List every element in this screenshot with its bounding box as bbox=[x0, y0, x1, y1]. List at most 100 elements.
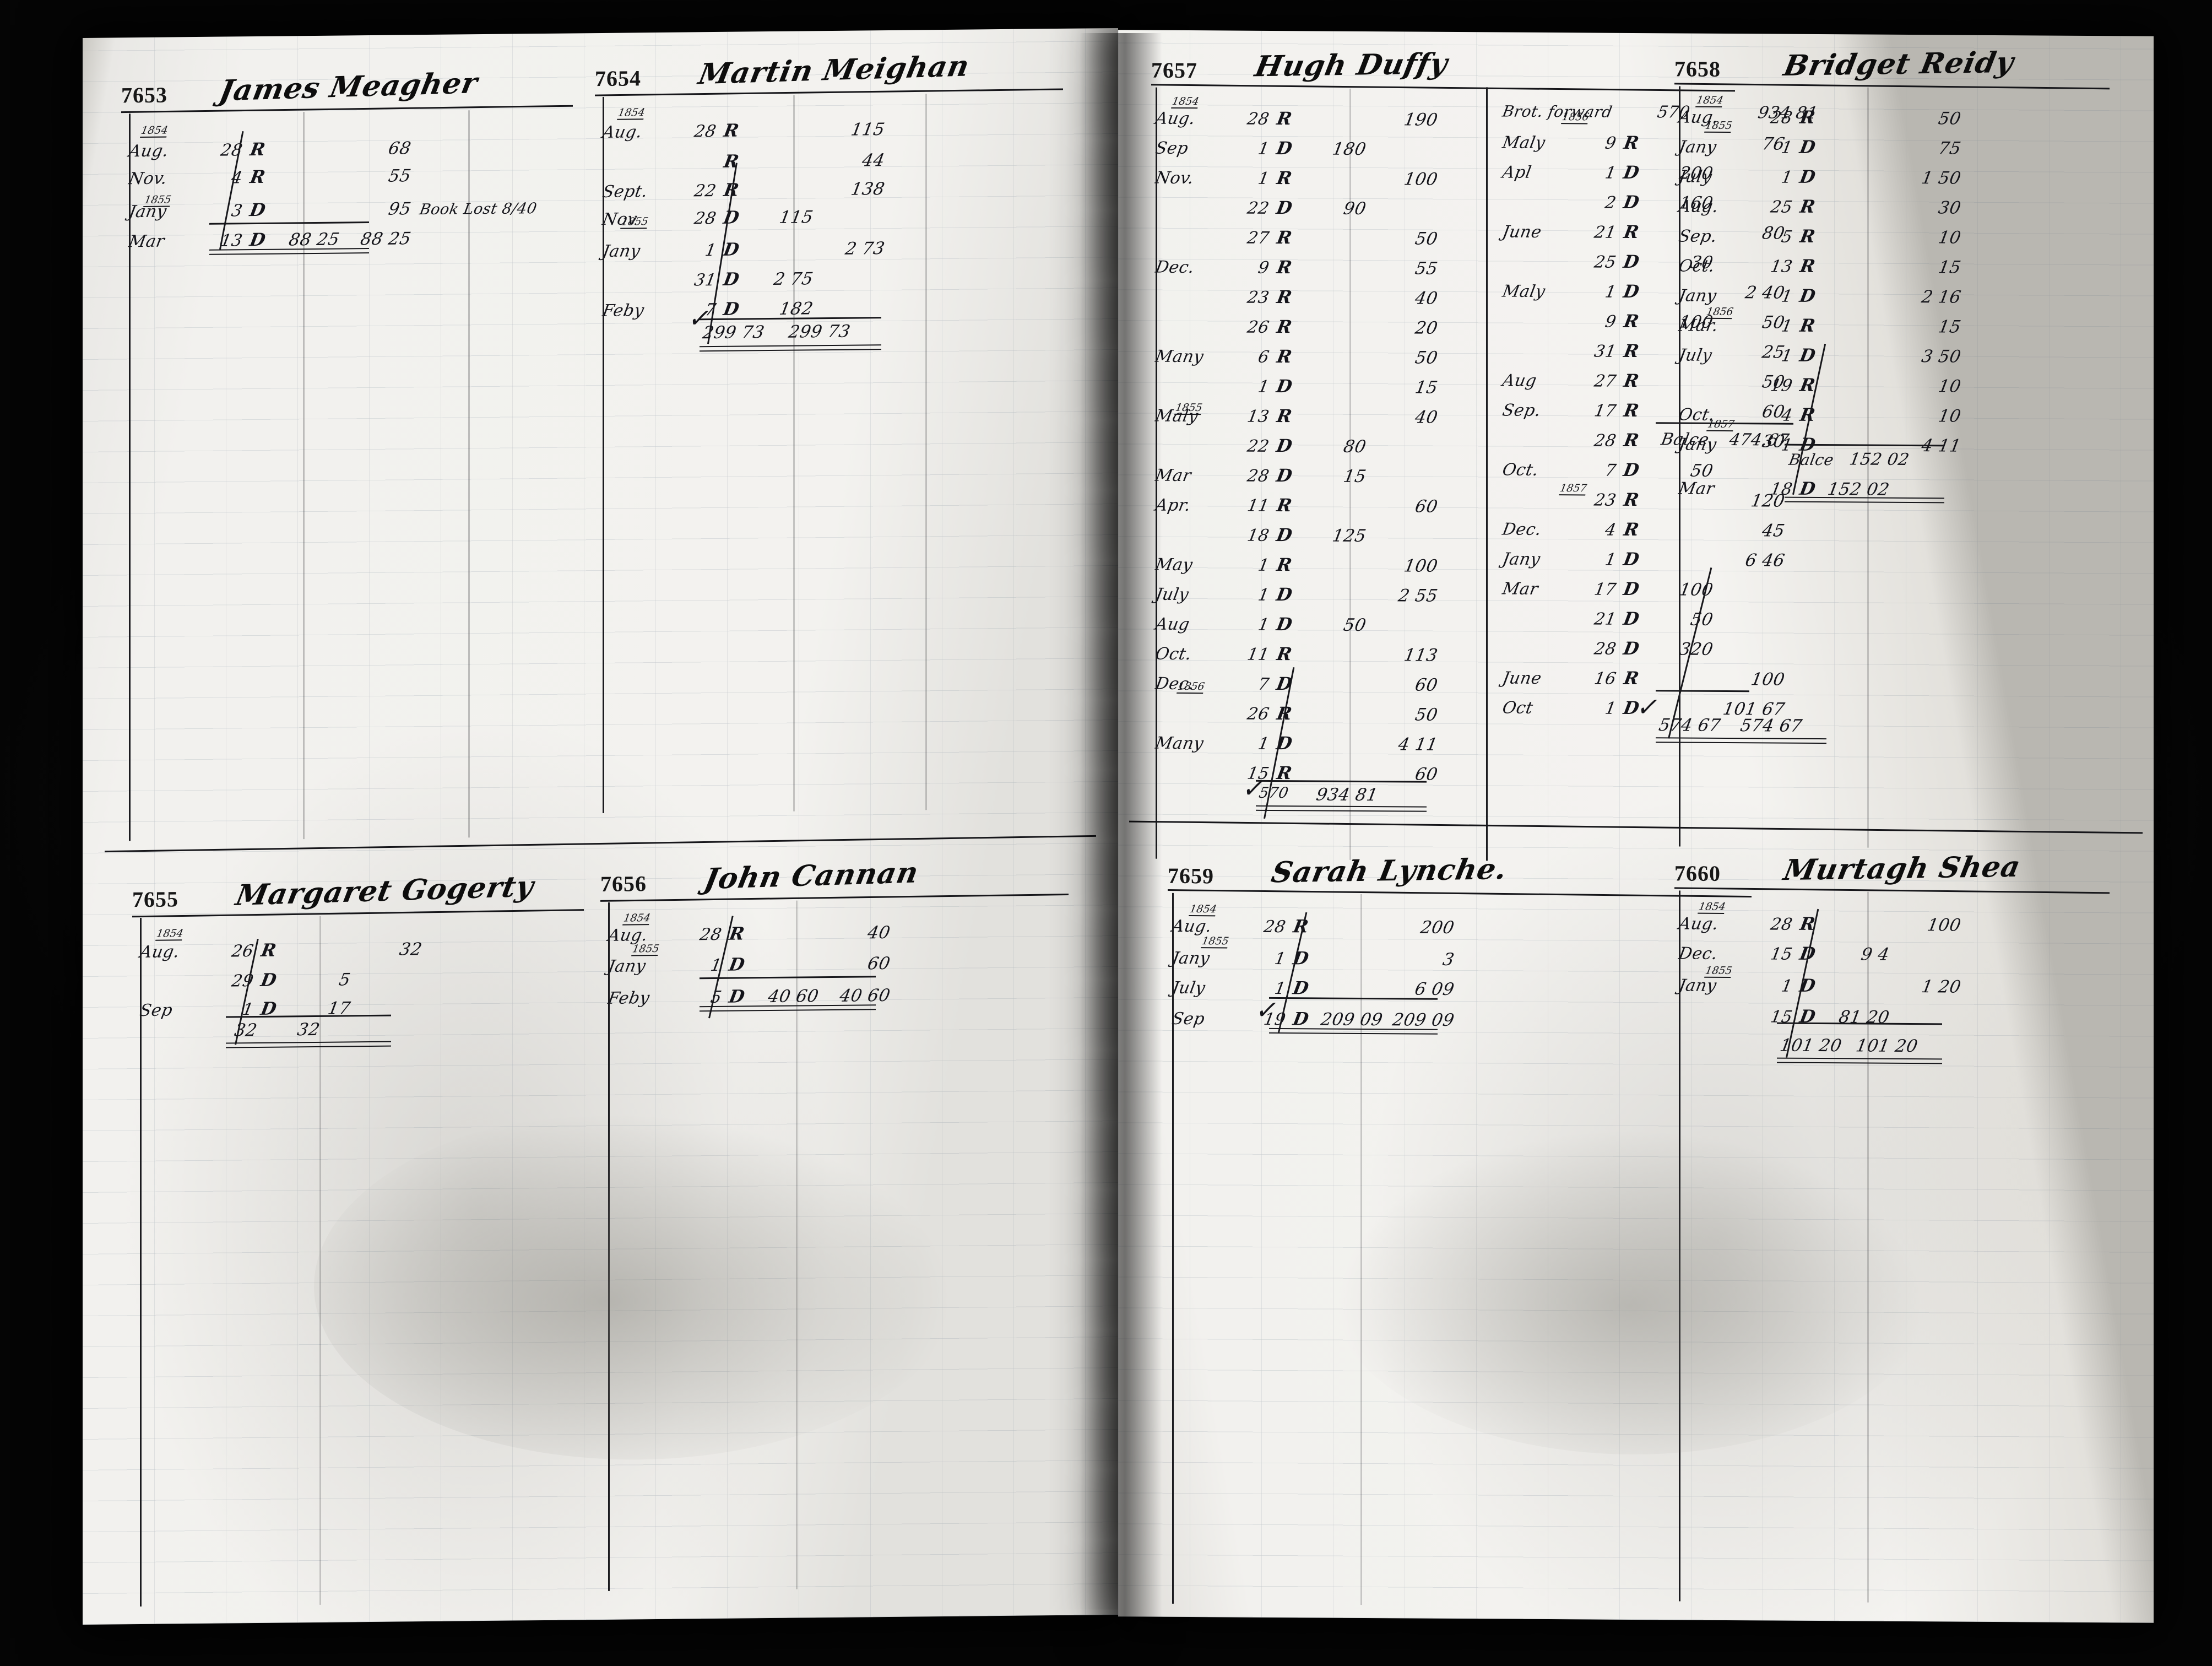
ledger-row: Nov. 4 R 55 bbox=[127, 165, 413, 188]
account-7660[interactable]: 7660 Murtagh Shea 1854 1855 Aug. 28 R 100 D… bbox=[1674, 837, 2115, 1603]
row-month: Oct. bbox=[1677, 256, 1717, 276]
row-month: Maly bbox=[1500, 282, 1547, 301]
row-day: 1 bbox=[709, 955, 724, 976]
row-amount-right: 60 bbox=[1413, 496, 1440, 517]
entries-7658: 1854 1855 1856 1857 Aug. 28 R 50 Jany 1 D 75 J… bbox=[1674, 91, 2115, 546]
row-code: R bbox=[1275, 286, 1294, 308]
row-day: 15 bbox=[1769, 944, 1794, 964]
row-code: R bbox=[722, 150, 741, 172]
column-divider bbox=[603, 96, 604, 813]
row-month: Mar. bbox=[1677, 316, 1720, 336]
ledger-row: Many 6 R 50 bbox=[1153, 345, 1439, 368]
subtotal-rule bbox=[209, 221, 369, 225]
row-day: 1 bbox=[1780, 167, 1794, 187]
row-amount-left bbox=[1300, 184, 1366, 185]
ledger-row: Dec. 9 R 55 bbox=[1154, 256, 1439, 279]
row-day: 21 bbox=[1592, 223, 1618, 242]
ledger-row: Nov 28 D 115 bbox=[601, 205, 885, 229]
row-amount-left bbox=[1300, 749, 1366, 750]
row-amount-right: 32 bbox=[398, 939, 424, 960]
row-amount-right: 60 bbox=[1413, 675, 1440, 695]
year-mark: 1854 bbox=[1189, 903, 1218, 917]
row-amount-right: 88 25 bbox=[359, 229, 413, 250]
row-month: Aug. bbox=[127, 141, 170, 161]
row-code: D bbox=[1622, 251, 1641, 273]
ledger-row: Mar. 1 R 15 bbox=[1677, 314, 1962, 337]
ledger-row: Aug. 26 R 32 bbox=[138, 938, 424, 962]
row-amount-right: 2 16 bbox=[1920, 287, 1963, 307]
row-code: D bbox=[1275, 465, 1294, 486]
row-code: R bbox=[1798, 315, 1817, 336]
account-name-7655: Margaret Gogerty bbox=[233, 869, 537, 913]
row-amount-right bbox=[1713, 655, 1785, 656]
column-divider bbox=[1486, 87, 1488, 861]
row-amount-left: 182 bbox=[778, 299, 815, 319]
row-code: D bbox=[1291, 1008, 1311, 1030]
row-month: Dec. bbox=[1677, 944, 1720, 964]
row-month bbox=[1679, 390, 1761, 391]
entries-7659: 1854 1855 Aug. 28 R 200 Jany 1 D 3 July 1 D 6 09 … bbox=[1168, 900, 1625, 1068]
row-code: D bbox=[1275, 435, 1294, 457]
column-divider bbox=[1172, 892, 1174, 1604]
row-month: Aug. bbox=[1153, 109, 1197, 129]
row-month: Aug. bbox=[1677, 197, 1720, 217]
row-month: Sep. bbox=[1677, 226, 1719, 246]
row-day: 16 bbox=[1592, 669, 1618, 689]
row-amount-right bbox=[1366, 452, 1438, 453]
row-code: R bbox=[248, 138, 267, 160]
row-amount-right: 209 09 bbox=[1391, 1010, 1456, 1030]
ledger-page-left: 7653 James Meagher 1854 1855 Aug. 28 R 6… bbox=[83, 28, 1118, 1625]
row-month: Sep. bbox=[1500, 401, 1543, 420]
ledger-row: Nov. 1 R 100 bbox=[1154, 167, 1439, 190]
total-right: 101 20 bbox=[1854, 1036, 1920, 1057]
row-month: Aug bbox=[1500, 371, 1538, 391]
row-day: 9 bbox=[1603, 133, 1618, 153]
row-day: 26 bbox=[230, 942, 256, 961]
row-code: D bbox=[1275, 376, 1294, 397]
account-7654[interactable]: 7654 Martin Meighan 1854 1855 Aug. 28 R … bbox=[594, 39, 1069, 813]
row-day: 1 bbox=[1256, 377, 1271, 397]
account-7656[interactable]: 7656 John Cannan 1854 1855 Aug. 28 R 40 … bbox=[600, 844, 1069, 1591]
column-divider bbox=[319, 916, 321, 1605]
account-name-7660: Murtagh Shea bbox=[1781, 850, 2024, 888]
row-month: Jany bbox=[1677, 435, 1718, 455]
account-name-7653: James Meagher bbox=[216, 66, 481, 108]
row-month: Many bbox=[1153, 347, 1205, 367]
ledger-row: May 1 R 100 bbox=[1154, 554, 1439, 576]
account-7655[interactable]: 7655 Margaret Gogerty 1854 Aug. 26 R 32 … bbox=[132, 859, 584, 1607]
total-double-rule bbox=[700, 344, 881, 352]
column-divider bbox=[1156, 87, 1157, 859]
account-7653[interactable]: 7653 James Meagher 1854 1855 Aug. 28 R 6… bbox=[121, 56, 573, 841]
row-month: Sept. bbox=[600, 182, 649, 202]
row-month: Feby bbox=[606, 988, 652, 1008]
row-month: Mar bbox=[127, 231, 166, 252]
ledger-row: Sept. 22 R 138 bbox=[600, 178, 886, 202]
row-amount-right: 2 73 bbox=[843, 239, 887, 259]
row-code: D bbox=[1622, 578, 1641, 600]
total-double-rule bbox=[1269, 1027, 1438, 1035]
year-mark: 1854 bbox=[1695, 94, 1725, 107]
row-day: 9 bbox=[1603, 312, 1618, 332]
account-7658[interactable]: 7658 Bridget Reidy 1854 1855 1856 1857 A… bbox=[1674, 33, 2115, 848]
row-amount-left: 2 75 bbox=[772, 269, 815, 290]
row-month: Dec. bbox=[1153, 674, 1196, 694]
row-amount-right: 2 55 bbox=[1396, 586, 1440, 606]
account-7659[interactable]: 7659 Sarah Lynche. 1854 1855 Aug. 28 R 200 … bbox=[1167, 840, 1752, 1605]
row-month: July bbox=[1677, 167, 1714, 187]
row-day: 11 bbox=[1245, 645, 1271, 664]
row-day: 28 bbox=[1592, 431, 1618, 451]
ledger-row: Many 1 D 4 11 bbox=[1154, 732, 1439, 755]
row-amount-right: 190 bbox=[1402, 110, 1440, 130]
row-day: 31 bbox=[692, 270, 718, 290]
row-day: 18 bbox=[1769, 479, 1794, 499]
row-day: 13 bbox=[1769, 257, 1794, 277]
row-code: D bbox=[1798, 285, 1818, 306]
row-amount-left: 88 25 bbox=[287, 229, 341, 250]
row-amount-right: 75 bbox=[1937, 138, 1963, 159]
row-day: 1 bbox=[1256, 615, 1271, 635]
row-amount-right bbox=[1713, 625, 1785, 626]
year-mark: 1854 bbox=[617, 106, 646, 120]
account-header-7653: 7653 James Meagher bbox=[121, 56, 562, 111]
row-day: 4 bbox=[1780, 405, 1794, 425]
